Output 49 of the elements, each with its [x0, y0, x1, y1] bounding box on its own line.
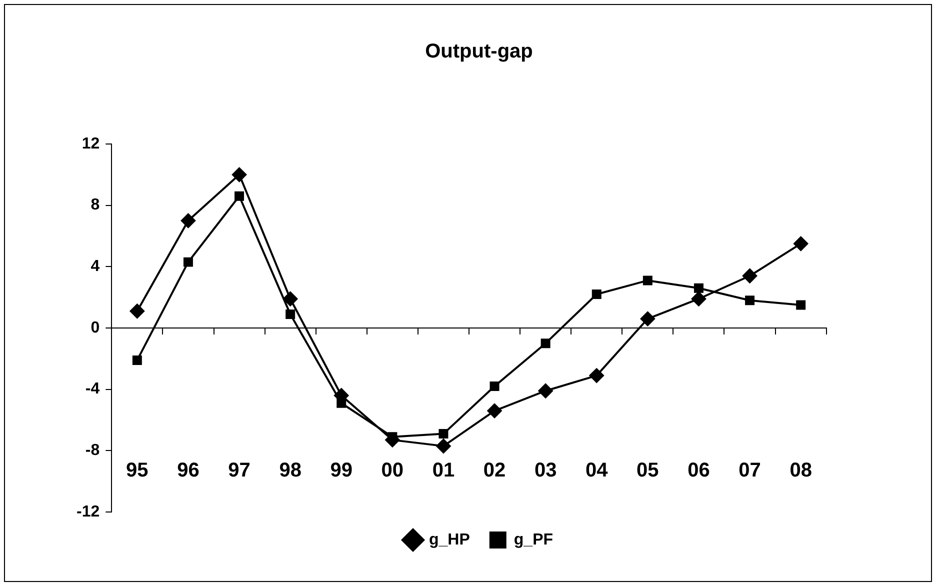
- point: [282, 291, 298, 306]
- x-tick-label: 98: [279, 460, 302, 482]
- point: [796, 300, 806, 310]
- point: [538, 383, 554, 398]
- point: [436, 438, 451, 454]
- x-tick-label: 95: [126, 460, 148, 482]
- legend-label: g_HP: [428, 531, 470, 548]
- point: [286, 309, 296, 319]
- point: [592, 290, 602, 300]
- point: [130, 304, 145, 319]
- y-tick-label: -12: [76, 503, 100, 520]
- x-tick-label: 03: [534, 460, 557, 482]
- point: [745, 296, 755, 306]
- x-tick-label: 97: [228, 460, 250, 482]
- y-tick-label: -8: [85, 442, 100, 460]
- point: [640, 311, 656, 326]
- point: [694, 283, 704, 293]
- point: [183, 257, 193, 267]
- point: [487, 403, 502, 418]
- x-tick-label: 04: [586, 460, 609, 482]
- y-tick-label: -4: [85, 380, 100, 398]
- x-tick-label: 01: [432, 460, 455, 482]
- point: [234, 191, 244, 201]
- point: [540, 338, 550, 348]
- point: [642, 276, 652, 286]
- point: [589, 368, 604, 384]
- point: [691, 291, 706, 306]
- y-tick-label: 4: [90, 258, 100, 276]
- x-tick-label: 06: [688, 460, 710, 482]
- point: [742, 268, 758, 284]
- point: [232, 167, 247, 182]
- point: [793, 236, 808, 252]
- chart-title: Output-gap: [425, 40, 533, 63]
- x-tick-label: 00: [381, 460, 404, 482]
- x-tick-label: 07: [738, 460, 761, 482]
- x-tick-label: 05: [636, 460, 659, 482]
- x-tick-label: 02: [483, 460, 506, 482]
- point: [180, 213, 196, 228]
- x-tick-label: 96: [177, 460, 200, 482]
- point: [490, 382, 500, 392]
- y-tick-label: 12: [82, 135, 100, 152]
- point: [438, 429, 448, 439]
- x-tick-label: 08: [790, 460, 812, 482]
- point: [132, 355, 142, 365]
- point: [336, 398, 346, 408]
- legend-label: g_PF: [514, 531, 554, 548]
- y-tick-label: 8: [90, 196, 100, 214]
- y-tick-label: 0: [90, 319, 100, 336]
- x-tick-label: 99: [330, 460, 352, 482]
